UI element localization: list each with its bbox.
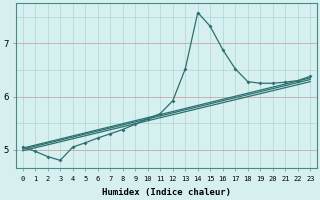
X-axis label: Humidex (Indice chaleur): Humidex (Indice chaleur) [102, 188, 231, 197]
